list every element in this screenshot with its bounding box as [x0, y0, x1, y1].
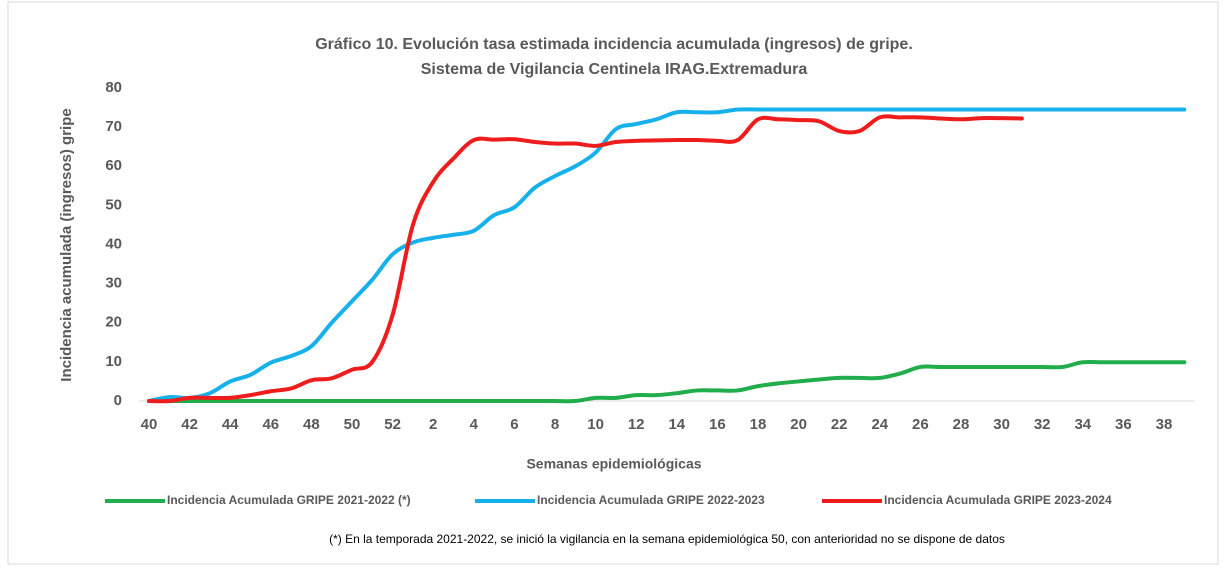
x-axis-title: Semanas epidemiológicas — [526, 456, 701, 472]
x-tick-label: 18 — [750, 416, 767, 433]
legend-label: Incidencia Acumulada GRIPE 2021-2022 (*) — [167, 493, 411, 507]
x-tick-label: 30 — [993, 416, 1010, 433]
x-tick-label: 42 — [181, 416, 198, 433]
chart-subtitle: Sistema de Vigilancia Centinela IRAG.Ext… — [421, 61, 808, 78]
x-tick-label: 50 — [344, 416, 361, 433]
series-line — [147, 359, 1187, 404]
footnote: (*) En la temporada 2021-2022, se inició… — [329, 532, 1005, 546]
y-tick-label: 30 — [105, 275, 122, 292]
x-tick-label: 2 — [429, 416, 437, 433]
x-tick-label: 6 — [510, 416, 518, 433]
x-tick-label: 16 — [709, 416, 726, 433]
y-tick-label: 10 — [105, 353, 122, 370]
y-tick-label: 70 — [105, 118, 122, 135]
x-tick-label: 44 — [222, 416, 239, 433]
y-tick-label: 20 — [105, 314, 122, 331]
x-tick-label: 20 — [790, 416, 807, 433]
x-tick-label: 8 — [551, 416, 559, 433]
x-tick-label: 14 — [668, 416, 685, 433]
x-tick-label: 24 — [871, 416, 888, 433]
series-line — [147, 114, 1024, 404]
x-tick-label: 34 — [1074, 416, 1091, 433]
x-tick-label: 12 — [628, 416, 645, 433]
x-tick-label: 52 — [384, 416, 401, 433]
legend-label: Incidencia Acumulada GRIPE 2022-2023 — [537, 493, 765, 507]
y-tick-label: 80 — [105, 79, 122, 96]
x-tick-label: 32 — [1034, 416, 1051, 433]
legend-label: Incidencia Acumulada GRIPE 2023-2024 — [884, 493, 1112, 507]
y-axis-title: Incidencia acumulada (ingresos) gripe — [58, 108, 75, 381]
series-line — [147, 107, 1187, 403]
x-tick-label: 22 — [831, 416, 848, 433]
x-tick-label: 10 — [587, 416, 604, 433]
x-tick-label: 46 — [262, 416, 279, 433]
x-tick-label: 4 — [470, 416, 479, 433]
chart-title: Gráfico 10. Evolución tasa estimada inci… — [315, 36, 913, 53]
x-tick-label: 28 — [953, 416, 970, 433]
x-tick-label: 38 — [1156, 416, 1173, 433]
x-tick-label: 26 — [912, 416, 929, 433]
y-tick-label: 50 — [105, 196, 122, 213]
x-tick-label: 36 — [1115, 416, 1132, 433]
y-tick-label: 40 — [105, 235, 122, 252]
x-tick-label: 40 — [141, 416, 158, 433]
x-tick-label: 48 — [303, 416, 320, 433]
chart-frame — [7, 1, 1219, 565]
y-tick-label: 60 — [105, 157, 122, 174]
y-tick-label: 0 — [114, 392, 122, 409]
